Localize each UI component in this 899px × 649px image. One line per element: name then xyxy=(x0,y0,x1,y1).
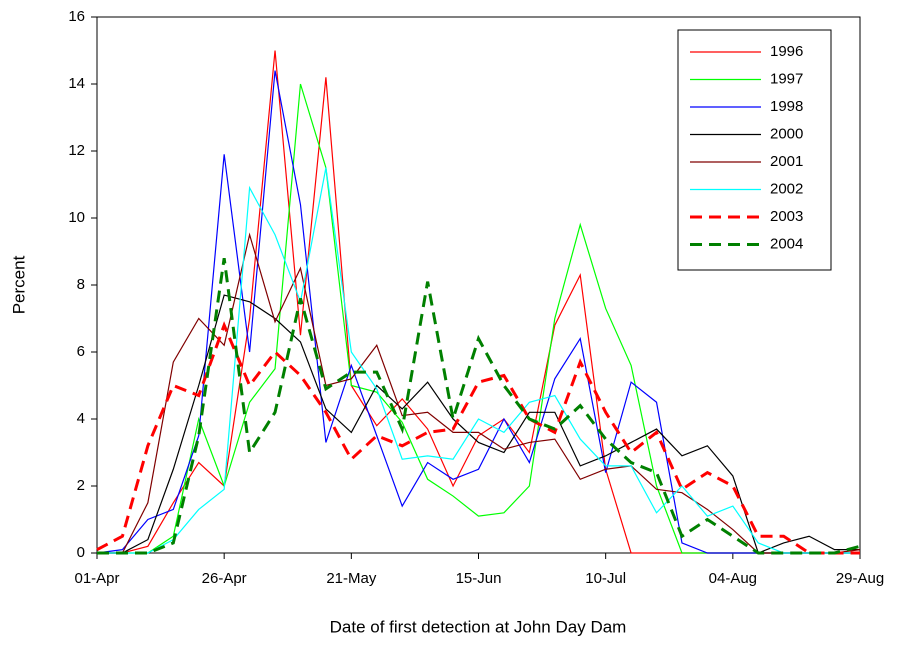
legend-label: 2002 xyxy=(770,180,803,197)
series-line xyxy=(97,167,860,554)
legend-label: 1996 xyxy=(770,43,803,60)
y-tick-label: 6 xyxy=(77,343,85,360)
x-tick-label: 15-Jun xyxy=(456,570,502,587)
series-line xyxy=(97,294,860,554)
y-tick-label: 2 xyxy=(77,477,85,494)
legend-label: 1998 xyxy=(770,98,803,115)
x-axis-label: Date of first detection at John Day Dam xyxy=(330,617,627,636)
y-tick-label: 10 xyxy=(68,209,85,226)
x-tick-label: 21-May xyxy=(326,570,377,587)
y-tick-label: 4 xyxy=(77,410,85,427)
x-tick-label: 26-Apr xyxy=(202,570,247,587)
x-tick-label: 29-Aug xyxy=(836,570,884,587)
x-tick-label: 04-Aug xyxy=(709,570,757,587)
series-line xyxy=(97,257,861,555)
legend-label: 2000 xyxy=(770,125,803,142)
legend-label: 2003 xyxy=(770,208,803,225)
x-tick-label: 10-Jul xyxy=(585,570,626,587)
y-tick-label: 0 xyxy=(77,544,85,561)
y-tick-label: 16 xyxy=(68,8,85,25)
y-tick-label: 12 xyxy=(68,142,85,159)
legend-label: 1997 xyxy=(770,70,803,87)
series-line xyxy=(96,321,860,555)
legend-label: 2004 xyxy=(770,235,803,252)
legend-label: 2001 xyxy=(770,153,803,170)
series-line xyxy=(97,232,861,554)
y-axis-label: Percent xyxy=(9,255,28,314)
x-tick-label: 01-Apr xyxy=(74,570,119,587)
series-line xyxy=(96,70,860,554)
y-tick-label: 8 xyxy=(77,276,85,293)
y-tick-label: 14 xyxy=(68,75,85,92)
legend-box xyxy=(677,29,832,271)
